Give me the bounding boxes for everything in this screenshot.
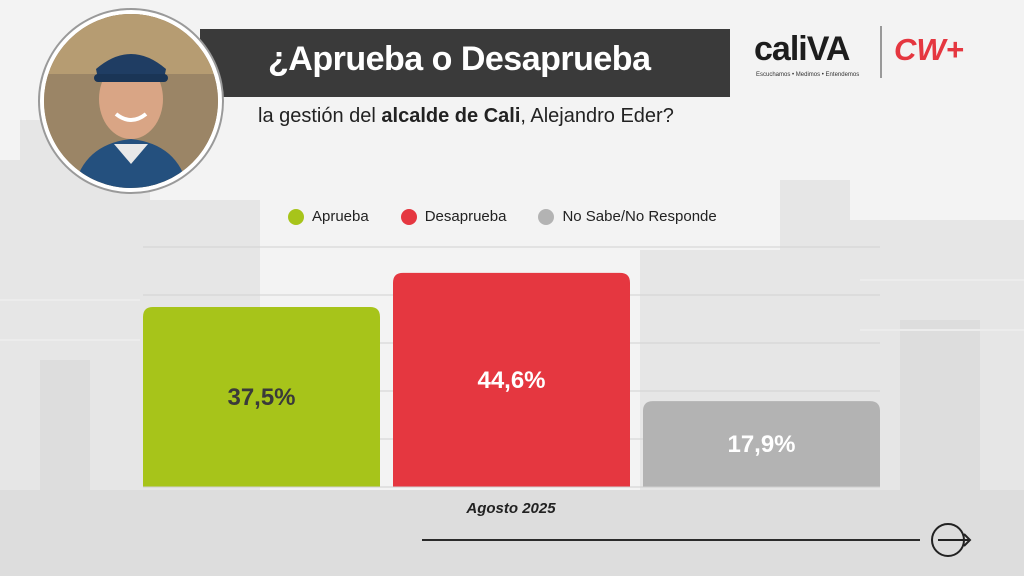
cw-plus-logo: CW+: [894, 32, 964, 67]
bar-value-label: 37,5%: [227, 384, 295, 411]
person-photo-illustration: [44, 14, 218, 188]
legend-label-no-sabe: No Sabe/No Responde: [562, 208, 717, 225]
subtitle-text-end: , Alejandro Eder?: [520, 105, 674, 127]
x-axis-label: Agosto 2025: [465, 500, 556, 517]
bar-value-label: 44,6%: [477, 367, 545, 394]
footer-rule: [422, 539, 920, 541]
legend-label-desaprueba: Desaprueba: [424, 208, 507, 225]
bar-no-sabe-no-responde: [643, 401, 880, 487]
legend-swatch-desaprueba: [400, 208, 417, 225]
caliva-tagline: Escuchamos • Medimos • Entendemos: [756, 72, 860, 78]
caliva-logo: caliVA Escuchamos • Medimos • Entendemos: [754, 30, 869, 82]
bar-aprueba: [143, 307, 380, 487]
page-subtitle: la gestión del alcalde de Cali, Alejandr…: [258, 105, 674, 128]
title-bar: [200, 29, 730, 97]
arrow-circle-right-icon[interactable]: [930, 520, 974, 560]
subtitle-text-bold: alcalde de Cali: [381, 105, 521, 127]
legend-swatch-no-sabe: [538, 208, 555, 225]
chart-legend: Aprueba Desaprueba No Sabe/No Responde: [288, 208, 717, 225]
page-title: ¿Aprueba o Desaprueba: [268, 40, 651, 78]
person-photo: [40, 10, 222, 192]
legend-item-aprueba: Aprueba: [288, 208, 369, 225]
legend-swatch-aprueba: [288, 208, 304, 225]
legend-label-aprueba: Aprueba: [312, 208, 369, 225]
subtitle-text-start: la gestión del: [258, 105, 382, 127]
caliva-logo-text: caliVA: [754, 30, 850, 68]
logo-divider: [880, 26, 882, 78]
legend-item-no-sabe: No Sabe/No Responde: [538, 208, 717, 225]
bar-desaprueba: [393, 272, 630, 487]
bar-value-label: 17,9%: [727, 431, 795, 458]
legend-item-desaprueba: Desaprueba: [400, 208, 507, 225]
